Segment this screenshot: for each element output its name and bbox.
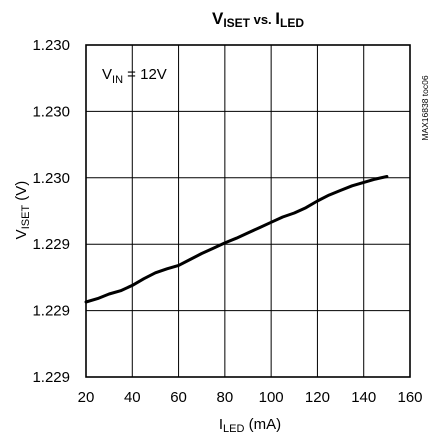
title-second: I: [275, 9, 280, 28]
annotation-sub: IN: [112, 74, 123, 86]
x-tick-label: 160: [397, 389, 422, 406]
y-tick-label: 1.230: [32, 170, 70, 187]
x-tick-label: 80: [217, 389, 234, 406]
title-main: V: [212, 9, 224, 28]
x-tick-label: 100: [259, 389, 284, 406]
x-tick-label: 60: [170, 389, 187, 406]
x-axis-label: ILED (mA): [219, 416, 281, 435]
annotation-suffix: = 12V: [123, 66, 167, 83]
series-line: [84, 175, 389, 304]
y-tick-label: 1.229: [32, 236, 70, 253]
x-tick-label: 20: [78, 389, 95, 406]
ylabel-prefix: V: [13, 229, 30, 239]
x-tick-label: 140: [351, 389, 376, 406]
plot-frame: [85, 44, 411, 378]
part-number: MAX16838 toc06: [420, 75, 430, 140]
annotation-vin: VIN = 12V: [102, 66, 167, 86]
title-vs: vs.: [250, 12, 275, 27]
xlabel-prefix: I: [219, 416, 223, 433]
chart-title: VISET vs. ILED: [212, 9, 304, 30]
y-tick-label: 1.230: [32, 103, 70, 120]
ylabel-suffix: (V): [13, 181, 30, 205]
xlabel-suffix: (mA): [244, 416, 281, 433]
title-second-sub: LED: [280, 16, 304, 30]
title-main-sub: ISET: [223, 16, 250, 30]
x-tick-label: 120: [305, 389, 330, 406]
grid-layer: [86, 45, 410, 377]
tick-labels: 20 40 60 80 100 120 140 160 1.229 1.229 1.229 1.230…: [32, 37, 422, 406]
xlabel-sub: LED: [223, 423, 244, 435]
y-tick-label: 1.229: [32, 369, 70, 386]
ylabel-sub: ISET: [20, 205, 32, 230]
y-tick-label: 1.230: [32, 37, 70, 54]
annotation-prefix: V: [102, 66, 112, 83]
y-tick-label: 1.229: [32, 303, 70, 320]
x-tick-label: 40: [124, 389, 141, 406]
y-axis-label: VISET (V): [13, 181, 32, 240]
